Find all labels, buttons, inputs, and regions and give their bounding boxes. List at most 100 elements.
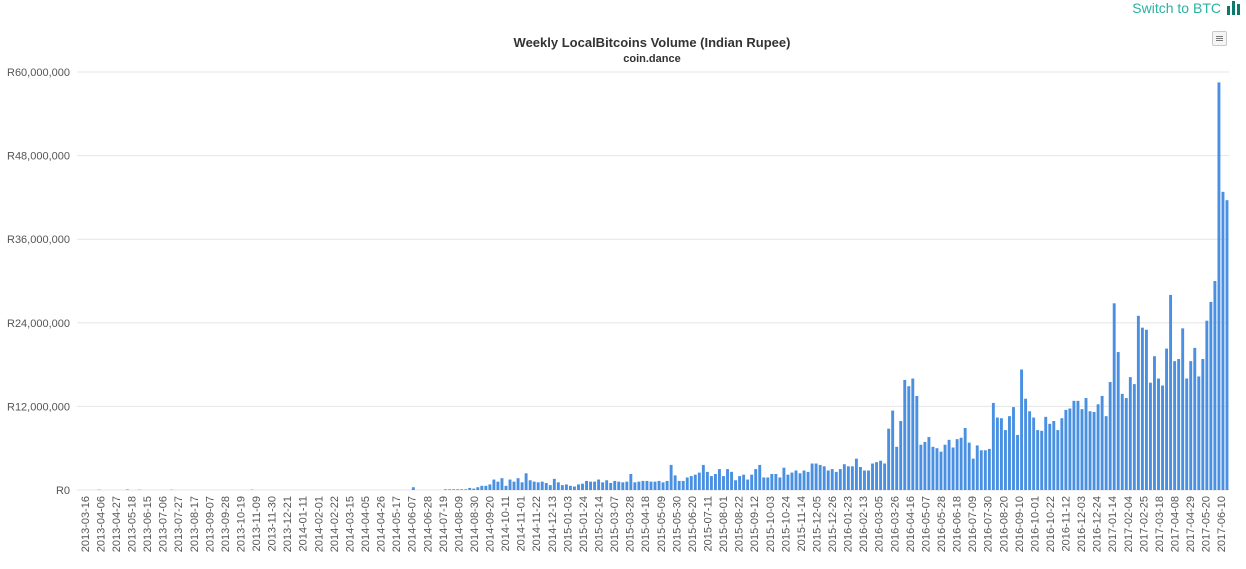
bar[interactable] (887, 428, 891, 490)
bar[interactable] (1197, 376, 1201, 490)
bar[interactable] (955, 439, 959, 490)
bar[interactable] (472, 488, 476, 490)
bar[interactable] (669, 464, 673, 490)
bar[interactable] (500, 478, 504, 490)
bar[interactable] (1153, 356, 1156, 490)
bar[interactable] (601, 482, 605, 490)
bar[interactable] (637, 481, 641, 490)
bar[interactable] (794, 470, 798, 490)
bar[interactable] (1157, 378, 1160, 490)
bar[interactable] (850, 466, 854, 490)
bar[interactable] (484, 485, 488, 490)
bar[interactable] (858, 467, 862, 490)
bar[interactable] (544, 483, 548, 490)
bar[interactable] (1068, 408, 1072, 490)
bar[interactable] (1008, 416, 1011, 490)
bar[interactable] (540, 481, 544, 490)
bar[interactable] (1032, 417, 1036, 490)
bar[interactable] (722, 476, 725, 490)
bar[interactable] (778, 477, 782, 490)
bar[interactable] (931, 446, 935, 490)
bar[interactable] (1144, 329, 1148, 490)
bar[interactable] (983, 450, 987, 490)
bar[interactable] (552, 478, 556, 490)
bar[interactable] (774, 473, 778, 490)
bar[interactable] (1140, 327, 1144, 490)
bar[interactable] (1028, 411, 1032, 490)
bar[interactable] (673, 475, 677, 490)
bar[interactable] (125, 489, 129, 490)
bar[interactable] (899, 421, 903, 490)
bar[interactable] (681, 480, 685, 490)
bar[interactable] (504, 485, 508, 490)
bar[interactable] (1225, 200, 1229, 490)
bar[interactable] (1193, 347, 1197, 490)
bar[interactable] (1064, 409, 1068, 490)
bar[interactable] (621, 482, 625, 490)
bar[interactable] (589, 481, 593, 490)
bar[interactable] (568, 485, 572, 490)
bar[interactable] (1020, 369, 1024, 490)
bar[interactable] (577, 484, 580, 490)
bar[interactable] (411, 487, 415, 490)
bar[interactable] (524, 473, 528, 490)
bar[interactable] (814, 463, 818, 490)
bar[interactable] (1217, 82, 1221, 490)
bar[interactable] (492, 479, 496, 490)
bar[interactable] (1044, 416, 1048, 490)
bar[interactable] (1201, 359, 1205, 490)
bar[interactable] (605, 480, 609, 490)
bar[interactable] (645, 480, 649, 490)
bar[interactable] (935, 448, 939, 490)
bar[interactable] (609, 483, 613, 490)
bar[interactable] (738, 476, 742, 490)
bar[interactable] (1221, 191, 1225, 490)
bar[interactable] (520, 482, 524, 490)
bar[interactable] (468, 487, 472, 490)
bar[interactable] (967, 442, 971, 490)
bar[interactable] (532, 481, 536, 490)
bar[interactable] (1024, 398, 1028, 490)
bar[interactable] (991, 402, 995, 490)
bar[interactable] (718, 469, 721, 490)
bar[interactable] (564, 484, 568, 490)
bar[interactable] (762, 477, 766, 490)
bar[interactable] (726, 469, 729, 490)
bar[interactable] (625, 481, 629, 490)
bar[interactable] (709, 476, 713, 490)
bar[interactable] (786, 474, 790, 490)
bar[interactable] (867, 470, 870, 490)
bar[interactable] (665, 480, 669, 490)
bar[interactable] (1116, 352, 1120, 490)
bar[interactable] (1181, 328, 1185, 490)
bar[interactable] (1072, 400, 1076, 490)
bar[interactable] (810, 463, 814, 490)
bar[interactable] (556, 482, 560, 490)
bar[interactable] (1161, 385, 1164, 491)
bar[interactable] (1080, 409, 1084, 490)
bar[interactable] (697, 472, 701, 490)
bar[interactable] (915, 395, 919, 490)
bar[interactable] (863, 470, 866, 490)
bar[interactable] (838, 469, 842, 490)
bar[interactable] (1185, 378, 1189, 490)
bar[interactable] (754, 469, 758, 490)
bar[interactable] (895, 446, 899, 490)
bar[interactable] (689, 476, 693, 490)
bar[interactable] (677, 480, 681, 490)
bar[interactable] (713, 473, 717, 490)
bar[interactable] (1169, 294, 1173, 490)
bar[interactable] (1128, 377, 1132, 490)
bar[interactable] (1120, 393, 1124, 490)
bar[interactable] (1088, 411, 1092, 490)
bar[interactable] (971, 458, 975, 490)
bar[interactable] (818, 464, 822, 490)
bar[interactable] (1104, 416, 1108, 490)
bar[interactable] (1076, 400, 1080, 490)
bar[interactable] (734, 480, 738, 490)
bar[interactable] (516, 478, 520, 490)
bar[interactable] (1052, 421, 1056, 490)
bar[interactable] (750, 474, 754, 490)
bar[interactable] (959, 437, 963, 490)
bar[interactable] (742, 474, 746, 490)
